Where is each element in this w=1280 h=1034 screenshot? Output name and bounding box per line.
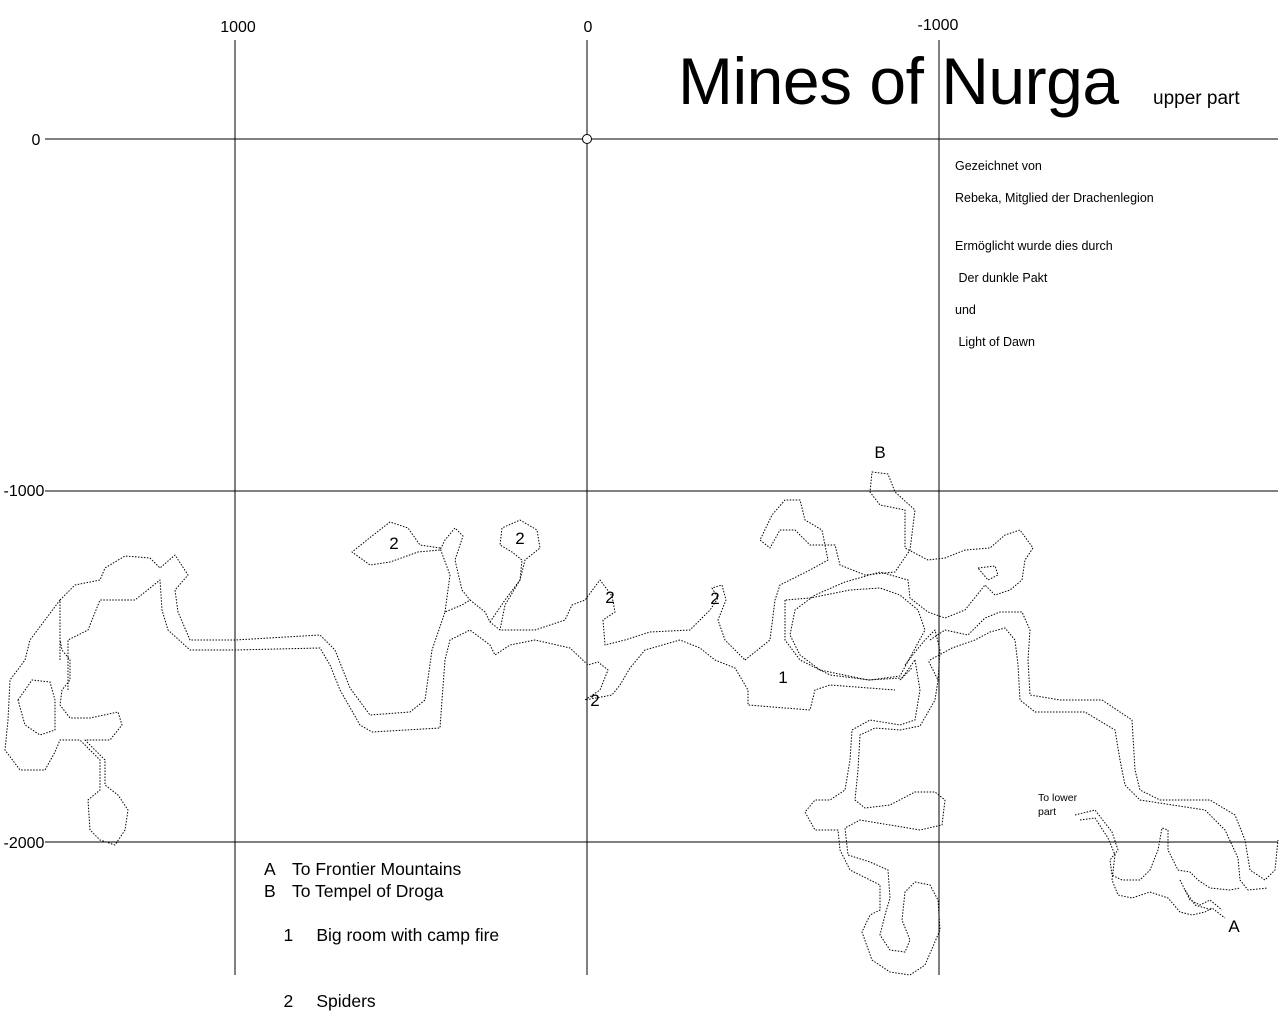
- legend-text: Big room with camp fire: [311, 925, 500, 945]
- tunnel-connector-mid: [899, 629, 941, 681]
- y-tick-0: 0: [32, 132, 41, 149]
- map-subtitle: upper part: [1153, 88, 1240, 109]
- chamber-spider-north: [489, 519, 541, 631]
- legend-key: 1: [283, 925, 294, 945]
- legend-text: Spiders: [311, 991, 376, 1011]
- map-title: Mines of Nurga: [678, 44, 1119, 118]
- legend-row-2: 2 Spiders: [264, 968, 499, 1034]
- chamber-big-room-outer: [744, 471, 1034, 681]
- cave-tunnels: [4, 471, 1279, 976]
- tunnel-south-branch: [804, 659, 946, 976]
- marker-spider-north: 2: [515, 529, 524, 548]
- legend-row-b: B To Tempel of Droga: [264, 880, 499, 902]
- marker-spider-west: 2: [389, 534, 398, 553]
- cave-map: 1000 0 -1000 0 -1000 -2000 B A: [4, 17, 1279, 976]
- credit-line-4: Der dunkle Pakt: [955, 271, 1048, 285]
- x-tick-minus-1000: -1000: [918, 17, 959, 34]
- chamber-spider-west: [351, 521, 471, 613]
- legend-key: A: [264, 859, 276, 879]
- credit-line-1: Gezeichnet von: [955, 159, 1042, 173]
- note-line-2: part: [1038, 806, 1057, 818]
- legend-row-a: A To Frontier Mountains: [264, 858, 499, 880]
- marker-exit-a: A: [1228, 917, 1240, 936]
- chamber-small-pit: [977, 565, 999, 581]
- passage-to-lower-part: [1074, 809, 1241, 919]
- note-to-lower-part: To lower part: [1038, 791, 1077, 819]
- passage-exit-a: [1179, 879, 1223, 911]
- legend-text: To Tempel of Droga: [292, 881, 444, 901]
- legend-key: B: [264, 881, 276, 901]
- tunnel-east-lower: [929, 627, 1269, 891]
- credit-line-5: und: [955, 303, 976, 317]
- tunnel-east-upper: [929, 611, 1279, 881]
- x-tick-0: 0: [584, 19, 593, 36]
- x-tick-1000: 1000: [220, 19, 256, 36]
- chamber-big-room-inner: [784, 587, 926, 681]
- credit-line-2: Rebeka, Mitglied der Drachenlegion: [955, 191, 1154, 205]
- tunnel-far-west-inner: [17, 679, 56, 736]
- legend-row-1: 1 Big room with camp fire: [264, 902, 499, 968]
- credit-line-6: Light of Dawn: [955, 335, 1035, 349]
- y-tick-minus-2000: -2000: [4, 835, 45, 852]
- legend-key: 2: [283, 991, 294, 1011]
- y-tick-minus-1000: -1000: [4, 483, 45, 500]
- note-line-1: To lower: [1038, 792, 1078, 804]
- tunnel-west-lower-wall: [67, 579, 896, 733]
- credit-line-3: Ermöglicht wurde dies durch: [955, 239, 1113, 253]
- grid: [45, 40, 1278, 975]
- map-legend: A To Frontier Mountains B To Tempel of Dro…: [264, 858, 499, 1034]
- legend-text: To Frontier Mountains: [292, 859, 462, 879]
- marker-spider-south: 2: [590, 691, 599, 710]
- marker-camp-room: 1: [778, 668, 787, 687]
- marker-spider-east: 2: [710, 589, 719, 608]
- marker-spider-centre: 2: [605, 588, 614, 607]
- tunnel-far-west: [4, 599, 129, 846]
- marker-exit-b: B: [874, 443, 885, 462]
- tunnel-west-upper-wall: [59, 554, 746, 716]
- origin-marker: [582, 134, 592, 144]
